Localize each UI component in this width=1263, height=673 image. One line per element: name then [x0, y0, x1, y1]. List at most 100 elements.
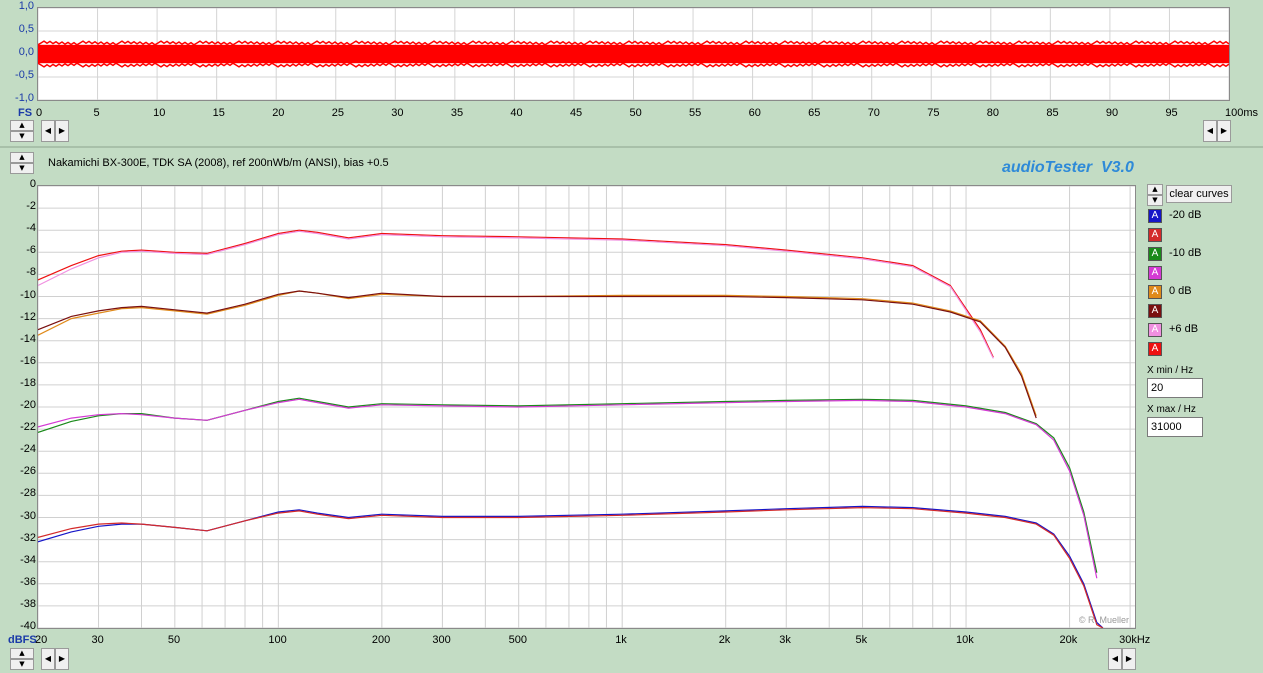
frequency-x-right-arrows[interactable]: ◀ ▶ — [1108, 648, 1136, 670]
waveform-y-tick-label: 0,5 — [18, 23, 34, 35]
frequency-series-line-1 — [38, 230, 994, 359]
waveform-x-left-arrows[interactable]: ◀ ▶ — [41, 120, 69, 142]
frequency-y-tick-label: -22 — [20, 421, 36, 434]
frequency-x-tick-label: 2k — [718, 634, 731, 646]
waveform-x-tick-label: 35 — [450, 107, 464, 119]
frequency-y-up-button[interactable]: ▲ — [10, 648, 34, 659]
waveform-x-tick-label: 50 — [629, 107, 642, 119]
frequency-y-tick-label: -8 — [26, 266, 36, 279]
waveform-signal-lower-edge — [38, 62, 1229, 68]
waveform-x-tick-label: 30 — [391, 107, 404, 119]
frequency-zoom-right-button[interactable]: ▶ — [1122, 648, 1136, 670]
title-up-button[interactable]: ▲ — [10, 152, 34, 163]
legend-toggle-button[interactable]: A — [1148, 342, 1162, 356]
frequency-response-svg — [38, 186, 1135, 628]
frequency-x-left-button[interactable]: ◀ — [41, 648, 55, 670]
waveform-x-tick-label: 55 — [689, 107, 702, 119]
frequency-x-tick-label: 3k — [779, 634, 791, 646]
frequency-y-tick-label: -2 — [26, 200, 36, 213]
legend-toggle-button[interactable]: A — [1148, 304, 1162, 318]
waveform-x-tick-label: 15 — [212, 107, 225, 119]
legend-down-button[interactable]: ▼ — [1147, 195, 1163, 206]
waveform-x-tick-label: 75 — [927, 107, 940, 119]
waveform-x-tick-label: 60 — [748, 107, 761, 119]
frequency-x-tick-label: 1k — [615, 634, 627, 646]
legend-up-button[interactable]: ▲ — [1147, 184, 1163, 195]
frequency-y-unit: dBFS — [8, 634, 37, 646]
legend-label: +6 dB — [1169, 323, 1199, 335]
frequency-y-tick-label: -24 — [20, 443, 36, 456]
frequency-y-tick-label: -12 — [20, 310, 36, 323]
frequency-y-down-button[interactable]: ▼ — [10, 659, 34, 670]
clear-curves-button[interactable]: clear curves — [1166, 185, 1232, 203]
frequency-y-tick-label: 0 — [29, 178, 36, 190]
frequency-x-right-button[interactable]: ▶ — [55, 648, 69, 670]
frequency-y-tick-label: -14 — [20, 332, 36, 345]
frequency-y-tick-label: -26 — [20, 465, 36, 478]
waveform-y-tick-label: 0,0 — [18, 46, 34, 58]
legend-toggle-button[interactable]: A — [1148, 209, 1162, 223]
waveform-y-stepper[interactable]: ▲ ▼ — [10, 120, 34, 142]
frequency-x-tick-label: 100 — [268, 634, 287, 646]
waveform-y-tick-label: -0,5 — [15, 69, 34, 81]
waveform-x-tick-label: 25 — [331, 107, 344, 119]
waveform-zoom-right-button[interactable]: ▶ — [1217, 120, 1231, 142]
frequency-x-left-arrows[interactable]: ◀ ▶ — [41, 648, 69, 670]
frequency-series-line-4 — [38, 397, 1098, 573]
frequency-y-tick-label: -34 — [20, 553, 36, 566]
legend-toggle-button[interactable]: A — [1148, 247, 1162, 261]
waveform-x-tick-label: 65 — [808, 107, 821, 119]
title-stepper[interactable]: ▲ ▼ — [10, 152, 34, 174]
frequency-x-tick-label: 500 — [508, 634, 528, 646]
frequency-series-line-6 — [38, 505, 1104, 628]
frequency-y-tick-label: -16 — [20, 354, 36, 367]
frequency-series-line-2 — [38, 290, 1037, 416]
frequency-y-tick-label: -30 — [20, 509, 36, 522]
waveform-y-up-button[interactable]: ▲ — [10, 120, 34, 131]
frequency-x-tick-label: 50 — [167, 634, 181, 646]
waveform-x-left-button[interactable]: ◀ — [41, 120, 55, 142]
title-down-button[interactable]: ▼ — [10, 163, 34, 174]
waveform-x-right-button[interactable]: ▶ — [55, 120, 69, 142]
waveform-x-tick-label: 40 — [510, 107, 523, 119]
waveform-x-tick-label: 80 — [986, 107, 1000, 119]
waveform-x-tick-label: 20 — [272, 107, 285, 119]
frequency-x-tick-label: 200 — [371, 634, 391, 646]
x-max-input[interactable]: 31000 — [1147, 417, 1203, 437]
legend-toggle-button[interactable]: A — [1148, 266, 1162, 280]
legend-toggle-button[interactable]: A — [1148, 228, 1162, 242]
waveform-x-tick-label: 45 — [569, 107, 583, 119]
frequency-y-tick-label: -28 — [20, 487, 36, 500]
legend-toggle-button[interactable]: A — [1148, 285, 1162, 299]
frequency-series — [38, 229, 1104, 628]
app-name: audioTester V3.0 — [1002, 159, 1134, 176]
waveform-x-tick-label: 0 — [36, 107, 43, 119]
chart-title: Nakamichi BX-300E, TDK SA (2008), ref 20… — [48, 157, 389, 169]
frequency-x-tick-label: 10k — [956, 634, 974, 646]
frequency-x-tick-label: 30 — [91, 634, 104, 646]
waveform-signal — [38, 44, 1229, 64]
frequency-x-tick-label: 20k — [1059, 634, 1078, 646]
frequency-y-tick-label: -6 — [26, 244, 36, 257]
x-min-input[interactable]: 20 — [1147, 378, 1203, 398]
frequency-y-tick-label: -4 — [26, 222, 36, 235]
waveform-signal-upper-edge — [38, 40, 1229, 46]
panel-divider — [0, 146, 1263, 148]
frequency-zoom-left-button[interactable]: ◀ — [1108, 648, 1122, 670]
frequency-y-stepper[interactable]: ▲ ▼ — [10, 648, 34, 670]
frequency-x-tick-label: 5k — [855, 634, 868, 646]
waveform-zoom-left-button[interactable]: ◀ — [1203, 120, 1217, 142]
frequency-response-plot: © R. Mueller — [37, 185, 1136, 629]
legend-stepper[interactable]: ▲ ▼ — [1147, 184, 1163, 206]
waveform-svg — [38, 8, 1229, 100]
frequency-series-line-7 — [38, 506, 1104, 628]
frequency-series-line-5 — [38, 398, 1098, 579]
waveform-y-down-button[interactable]: ▼ — [10, 131, 34, 142]
waveform-x-right-arrows[interactable]: ◀ ▶ — [1203, 120, 1231, 142]
x-min-label: X min / Hz — [1147, 365, 1194, 376]
frequency-x-tick-label: 30kHz — [1119, 634, 1151, 646]
legend-toggle-button[interactable]: A — [1148, 323, 1162, 337]
frequency-y-tick-label: -20 — [20, 399, 36, 411]
waveform-x-tick-label: 90 — [1105, 107, 1119, 119]
frequency-series-line-0 — [38, 229, 994, 358]
